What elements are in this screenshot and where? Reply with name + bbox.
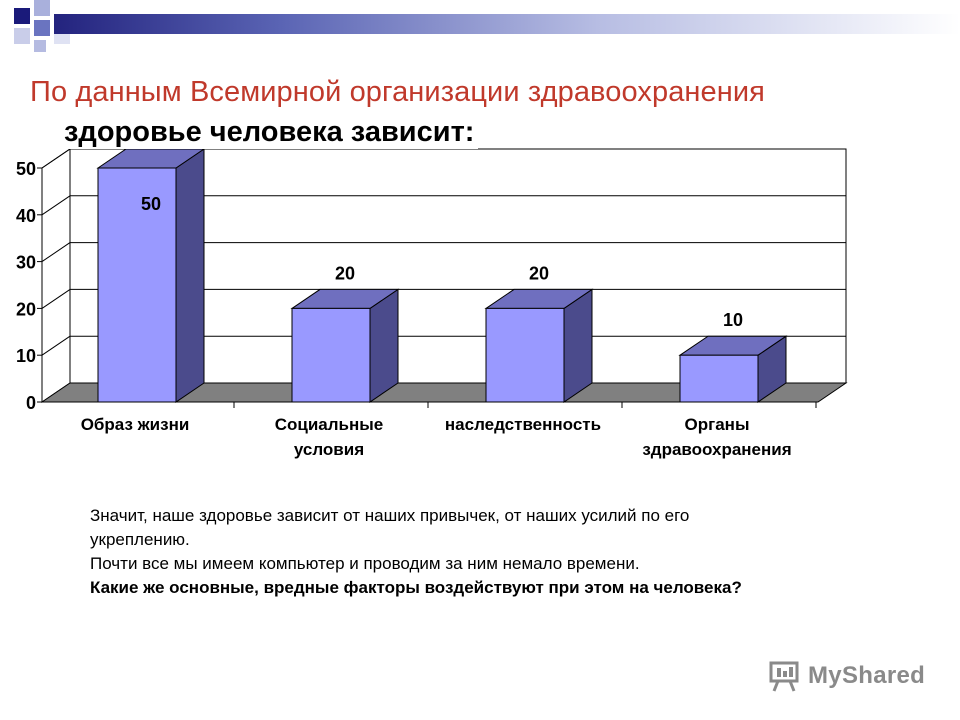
- decor-square: [34, 0, 50, 16]
- bar-side: [369, 288, 399, 403]
- gridline: [41, 242, 71, 263]
- slide-body: Значит, наше здоровье зависит от наших п…: [90, 504, 780, 600]
- decor-square: [14, 28, 30, 44]
- decor-square: [34, 40, 46, 52]
- bar-front: [97, 167, 177, 403]
- y-tick-label: 20: [16, 299, 36, 319]
- chart-axes: 0 10 20 30 40 50 Образ жизни Социальные условия н…: [16, 159, 818, 459]
- watermark-text: MyShared: [808, 662, 926, 689]
- bar-side: [175, 148, 205, 403]
- data-label: 10: [723, 310, 743, 330]
- bar-chart: 50 20 20 10 0 10 20 30 40 50 Образ жизни Социальны…: [16, 148, 848, 459]
- bar: [96, 148, 206, 403]
- body-question: Какие же основные, вредные факторы возде…: [90, 578, 742, 597]
- decor-square: [34, 20, 50, 36]
- watermark: MyShared: [768, 658, 925, 694]
- x-tick-label: Социальные: [275, 415, 384, 434]
- y-tick-label: 10: [16, 346, 36, 366]
- body-line: Значит, наше здоровье зависит от наших п…: [90, 506, 690, 549]
- x-tick-label: условия: [294, 440, 364, 459]
- body-line: Почти все мы имеем компьютер и проводим …: [90, 554, 640, 573]
- header-gradient-bar: [54, 14, 960, 34]
- x-tick-label: Органы: [685, 415, 750, 434]
- gridline: [41, 288, 71, 309]
- data-label: 50: [141, 194, 161, 214]
- y-tick-label: 40: [16, 206, 36, 226]
- bar: [484, 288, 594, 403]
- x-tick-label: наследственность: [445, 415, 601, 434]
- chart-side-wall: [41, 148, 71, 403]
- slide-title: По данным Всемирной организации здравоох…: [30, 76, 765, 108]
- bar: [290, 288, 400, 403]
- bar-side: [563, 288, 593, 403]
- slide-subtitle: здоровье человека зависит:: [64, 116, 479, 149]
- gridline: [41, 335, 71, 356]
- gridline: [41, 195, 71, 216]
- presentation-icon: [769, 661, 799, 692]
- y-tick-label: 50: [16, 159, 36, 179]
- bar-front: [485, 307, 565, 403]
- data-label: 20: [529, 263, 549, 283]
- gridline: [41, 148, 71, 169]
- bar-front: [679, 354, 759, 403]
- decor-square: [14, 8, 30, 24]
- bar: [678, 335, 788, 403]
- bar-front: [291, 307, 371, 403]
- y-tick-label: 30: [16, 253, 36, 273]
- y-tick-label: 0: [26, 393, 36, 413]
- data-label: 20: [335, 263, 355, 283]
- chart-bars: 50 20 20 10: [96, 148, 788, 403]
- x-tick-label: здравоохранения: [642, 440, 791, 459]
- x-tick-label: Образ жизни: [81, 415, 190, 434]
